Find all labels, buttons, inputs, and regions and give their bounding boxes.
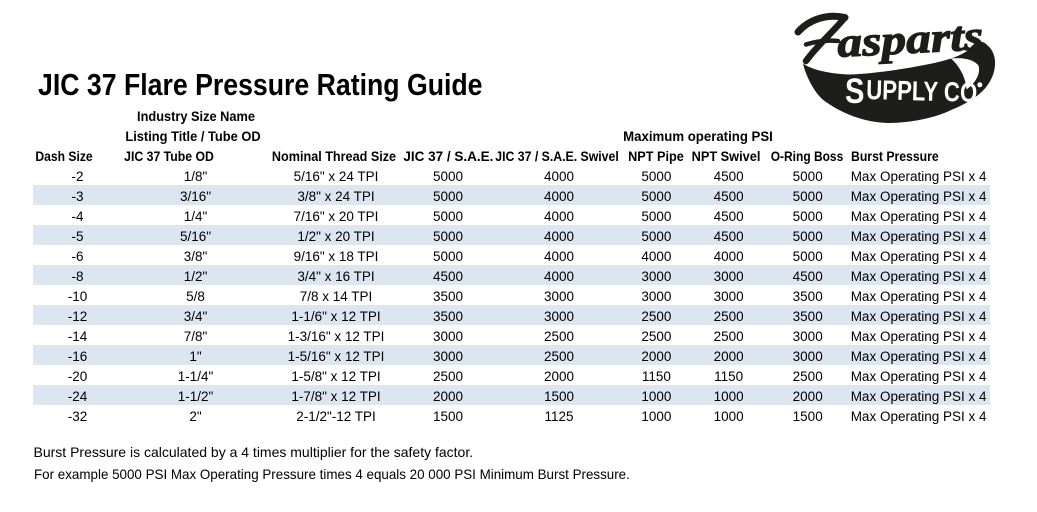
svg-text:asparts: asparts bbox=[836, 13, 984, 67]
svg-text:S: S bbox=[845, 72, 865, 111]
svg-text:UPPLY CO: UPPLY CO bbox=[866, 74, 978, 108]
